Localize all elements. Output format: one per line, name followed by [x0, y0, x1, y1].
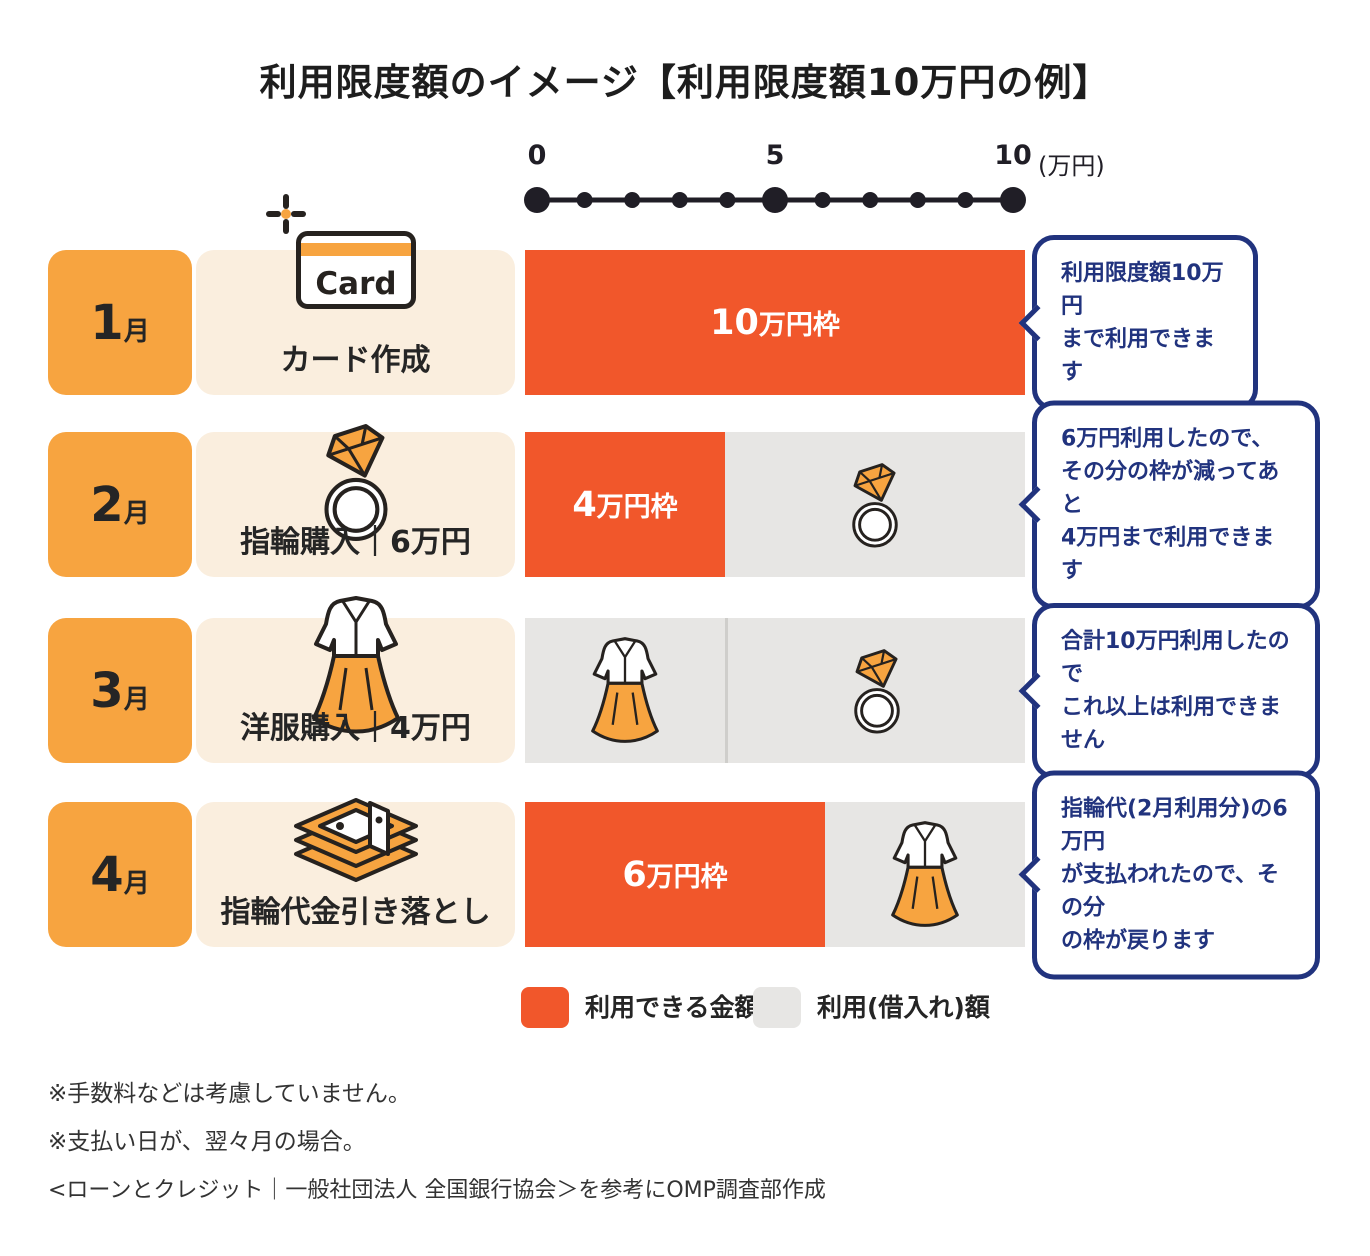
ring-icon [852, 462, 898, 548]
month-number: 3 [90, 662, 124, 719]
bar-amount-unit: 万円枠 [646, 862, 728, 893]
event-box-1: Card カード作成 [196, 194, 515, 395]
event-label: 指輪購入｜6万円 [240, 525, 471, 560]
svg-text:Card: Card [315, 266, 396, 302]
source-credit: <ローンとクレジット｜一般社団法人 全国銀行協会＞を参考にOMP調査部作成 [48, 1178, 826, 1203]
page-title: 利用限度額のイメージ【利用限度額10万円の例】 [259, 61, 1111, 104]
dress-icon [311, 596, 400, 734]
month-number: 1 [90, 294, 124, 351]
used-segment [825, 802, 1025, 947]
ring-icon [323, 424, 388, 541]
month-suffix: 月 [123, 685, 150, 715]
callout-bubble-3: 合計10万円利用したので これ以上は利用できません [1032, 602, 1320, 779]
callout-text: 合計10万円利用したので これ以上は利用できません [1061, 628, 1290, 753]
callout-bubble-2: 6万円利用したので、 その分の枠が減ってあと 4万円まで利用できます [1032, 400, 1320, 609]
bar-amount: 6 [622, 854, 647, 895]
footnote-1: ※手数料などは考慮していません。 [48, 1081, 411, 1107]
event-box-2: 指輪購入｜6万円 [196, 424, 515, 577]
month-number: 4 [90, 846, 124, 903]
bar-amount-unit: 万円枠 [596, 492, 678, 523]
legend-swatch-used [753, 987, 801, 1028]
event-label: カード作成 [280, 343, 431, 378]
legend-label-available: 利用できる金額 [585, 993, 760, 1022]
scale-dotted-axis [524, 187, 1026, 213]
month-number: 2 [90, 476, 124, 533]
scale-unit-label: (万円) [1038, 152, 1105, 180]
callout-bubble-1: 利用限度額10万円 まで利用できます [1032, 234, 1258, 411]
bar-amount-unit: 万円枠 [758, 310, 840, 341]
month-suffix: 月 [123, 869, 150, 899]
used-segment-ring [725, 618, 1025, 763]
month-suffix: 月 [123, 317, 150, 347]
usage-bar-4: 6 万円枠 [525, 802, 1025, 947]
usage-bar-3 [525, 618, 1025, 763]
legend-label-used: 利用(借入れ)額 [817, 993, 990, 1022]
sparkle-icon [266, 194, 306, 234]
usage-bar-2: 4 万円枠 [525, 432, 1025, 577]
month-suffix: 月 [123, 499, 150, 529]
scale-tick-10: 10 [994, 140, 1032, 171]
available-segment: 6 万円枠 [525, 802, 825, 947]
dress-icon [891, 820, 959, 927]
event-label: 指輪代金引き落とし [220, 895, 491, 930]
used-segment-dress [525, 618, 725, 763]
callout-text: 指輪代(2月利用分)の6万円 が支払われたので、その分 の枠が戻ります [1061, 796, 1288, 953]
bar-amount: 4 [572, 484, 597, 525]
credit-card-icon: Card [295, 231, 416, 309]
scale-tick-0: 0 [527, 140, 547, 171]
event-box-4: 指輪代金引き落とし [196, 798, 515, 947]
available-segment: 4 万円枠 [525, 432, 725, 577]
banknotes-icon [293, 798, 418, 882]
callout-bubble-4: 指輪代(2月利用分)の6万円 が支払われたので、その分 の枠が戻ります [1032, 770, 1320, 979]
used-segment [725, 432, 1025, 577]
legend-swatch-available [521, 987, 569, 1028]
dress-icon [591, 636, 659, 743]
callout-text: 利用限度額10万円 まで利用できます [1061, 260, 1224, 385]
usage-bar-1: 10 万円枠 [525, 250, 1025, 395]
scale-tick-5: 5 [765, 140, 785, 171]
bar-amount: 10 [710, 302, 759, 343]
ring-icon [853, 648, 900, 734]
event-label: 洋服購入｜4万円 [240, 711, 471, 746]
callout-text: 6万円利用したので、 その分の枠が減ってあと 4万円まで利用できます [1061, 426, 1280, 583]
footnote-2: ※支払い日が、翌々月の場合。 [48, 1129, 366, 1155]
event-box-3: 洋服購入｜4万円 [196, 596, 515, 763]
available-segment: 10 万円枠 [525, 250, 1025, 395]
